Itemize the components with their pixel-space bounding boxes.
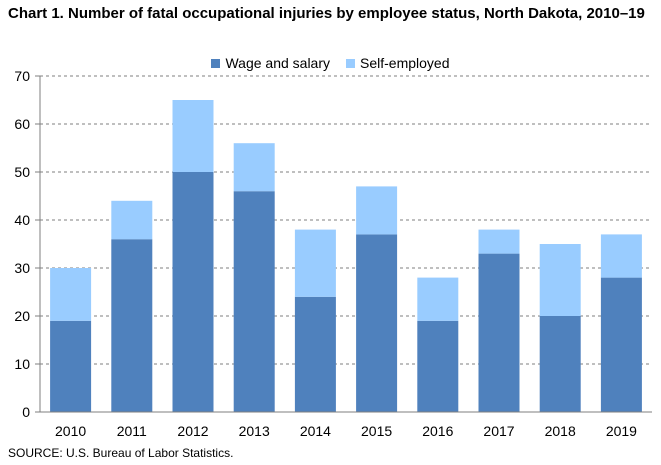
y-tick-label: 30 <box>14 260 30 276</box>
y-tick-label: 10 <box>14 356 30 372</box>
y-tick-label: 20 <box>14 308 30 324</box>
bar-self-employed <box>50 268 92 321</box>
y-tick-label: 40 <box>14 212 30 228</box>
bar-wage-and-salary <box>233 191 275 412</box>
legend-label-wage: Wage and salary <box>225 55 331 71</box>
x-tick-label: 2015 <box>361 423 392 439</box>
x-tick-label: 2018 <box>545 423 576 439</box>
chart-legend: Wage and salary Self-employed <box>0 54 661 72</box>
bar-self-employed <box>233 143 275 192</box>
bar-wage-and-salary <box>417 320 459 412</box>
chart-title: Chart 1. Number of fatal occupational in… <box>8 5 645 22</box>
bar-wage-and-salary <box>478 253 520 412</box>
bar-wage-and-salary <box>356 234 398 412</box>
x-tick-label: 2012 <box>177 423 208 439</box>
x-tick-label: 2014 <box>300 423 331 439</box>
bar-wage-and-salary <box>172 172 214 412</box>
legend-swatch-self <box>346 58 356 68</box>
legend-label-self: Self-employed <box>360 55 450 71</box>
bar-self-employed <box>356 186 398 235</box>
bar-self-employed <box>172 100 214 172</box>
legend-swatch-wage <box>211 58 221 68</box>
bar-self-employed <box>478 229 520 254</box>
x-tick-label: 2013 <box>239 423 270 439</box>
y-tick-label: 0 <box>22 404 30 420</box>
x-tick-label: 2017 <box>483 423 514 439</box>
bar-wage-and-salary <box>600 277 642 412</box>
legend-item-self: Self-employed <box>346 55 450 71</box>
y-tick-label: 50 <box>14 164 30 180</box>
bar-self-employed <box>539 244 581 316</box>
bar-self-employed <box>417 277 459 321</box>
bar-wage-and-salary <box>111 239 153 412</box>
x-tick-label: 2011 <box>117 423 147 439</box>
x-tick-label: 2010 <box>55 423 86 439</box>
legend-item-wage: Wage and salary <box>211 55 330 71</box>
x-tick-label: 2019 <box>606 423 637 439</box>
bar-self-employed <box>600 234 642 278</box>
bar-wage-and-salary <box>294 296 336 412</box>
y-tick-label: 60 <box>14 116 30 132</box>
bar-wage-and-salary <box>50 320 92 412</box>
y-tick-label: 70 <box>14 68 30 84</box>
bar-self-employed <box>294 229 336 297</box>
bar-wage-and-salary <box>539 316 581 412</box>
source-note: SOURCE: U.S. Bureau of Labor Statistics. <box>8 446 234 460</box>
x-tick-label: 2016 <box>422 423 453 439</box>
bar-self-employed <box>111 200 153 240</box>
